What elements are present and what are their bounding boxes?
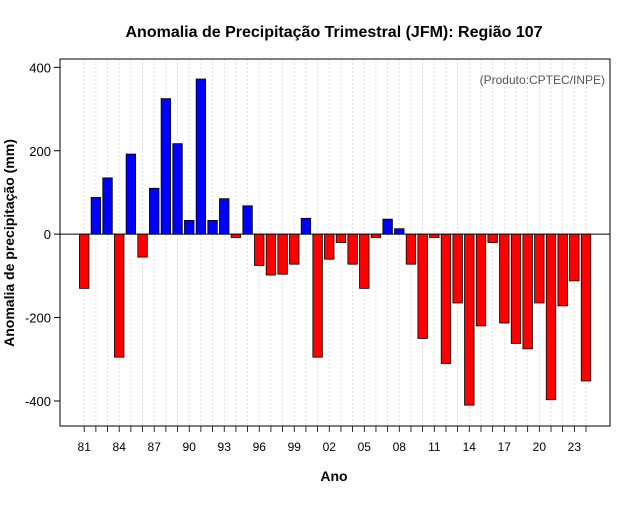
x-tick-label: 17 [498, 440, 512, 454]
bar-04 [347, 233, 358, 265]
x-axis-label: Ano [320, 468, 347, 484]
y-axis: -400 -200 0 200 400 [25, 60, 60, 409]
y-tick-label: -200 [25, 311, 51, 326]
x-tick-label: 14 [463, 440, 477, 454]
grid-lines [83, 59, 587, 426]
x-tick-label: 05 [358, 440, 372, 454]
bars [79, 78, 592, 406]
x-tick-label: 96 [253, 440, 267, 454]
chart-title: Anomalia de Precipitação Trimestral (JFM… [125, 24, 542, 41]
bar-21 [545, 233, 557, 401]
bar-84 [114, 233, 125, 358]
bar-88 [160, 98, 172, 235]
bar-13 [452, 233, 463, 304]
x-tick-label: 99 [288, 440, 302, 454]
bar-14 [464, 233, 475, 406]
bar-00 [300, 217, 312, 235]
bar-19 [522, 233, 533, 350]
bar-05 [359, 233, 370, 289]
bar-82 [90, 197, 102, 235]
bar-85 [125, 153, 137, 235]
x-tick-label: 87 [148, 440, 162, 454]
bar-97 [265, 233, 277, 276]
bar-91 [195, 78, 207, 235]
x-tick-label: 08 [393, 440, 407, 454]
product-annotation: (Produto:CPTEC/INPE) [480, 73, 605, 87]
x-tick-label: 11 [428, 440, 441, 454]
bar-86 [137, 233, 148, 258]
bar-93 [219, 198, 230, 235]
bar-03 [335, 233, 347, 243]
bar-89 [172, 143, 183, 235]
x-tick-label: 90 [183, 440, 197, 454]
x-tick-label: 20 [533, 440, 547, 454]
bar-92 [207, 219, 218, 235]
y-tick-label: 400 [29, 60, 51, 75]
bar-11 [429, 233, 440, 238]
bar-08 [394, 228, 405, 235]
x-tick-label: 93 [218, 440, 232, 454]
y-tick-label: 200 [29, 144, 51, 159]
bar-09 [405, 233, 417, 265]
bar-07 [382, 218, 393, 235]
bar-10 [417, 233, 428, 339]
bar-87 [149, 187, 160, 235]
y-axis-label: Anomalia de precipitação (mm) [1, 139, 17, 347]
bar-81 [79, 233, 90, 289]
y-tick-label: -400 [25, 394, 51, 409]
bar-23 [569, 233, 580, 282]
bar-94 [230, 233, 242, 238]
bar-18 [510, 233, 522, 344]
bar-16 [487, 233, 498, 243]
bar-01 [312, 233, 323, 358]
bar-83 [102, 177, 113, 235]
bar-12 [440, 233, 452, 364]
bar-02 [324, 233, 335, 260]
x-tick-label: 84 [113, 440, 127, 454]
plot-frame [59, 58, 611, 427]
bar-06 [370, 233, 382, 238]
x-tick-label: 02 [323, 440, 337, 454]
bar-22 [557, 233, 568, 307]
x-axis: 81 84 87 90 93 96 99 02 05 08 11 14 17 20 23 [78, 426, 587, 454]
bar-95 [242, 205, 253, 235]
bar-17 [499, 233, 510, 324]
bar-20 [534, 233, 545, 304]
bar-24 [580, 233, 592, 382]
x-tick-label: 81 [78, 440, 92, 454]
bar-96 [254, 233, 265, 266]
bar-90 [184, 219, 195, 235]
y-tick-label: 0 [44, 227, 51, 242]
bar-98 [277, 233, 288, 275]
bar-15 [475, 233, 487, 327]
bar-99 [289, 233, 300, 265]
x-tick-label: 23 [568, 440, 582, 454]
